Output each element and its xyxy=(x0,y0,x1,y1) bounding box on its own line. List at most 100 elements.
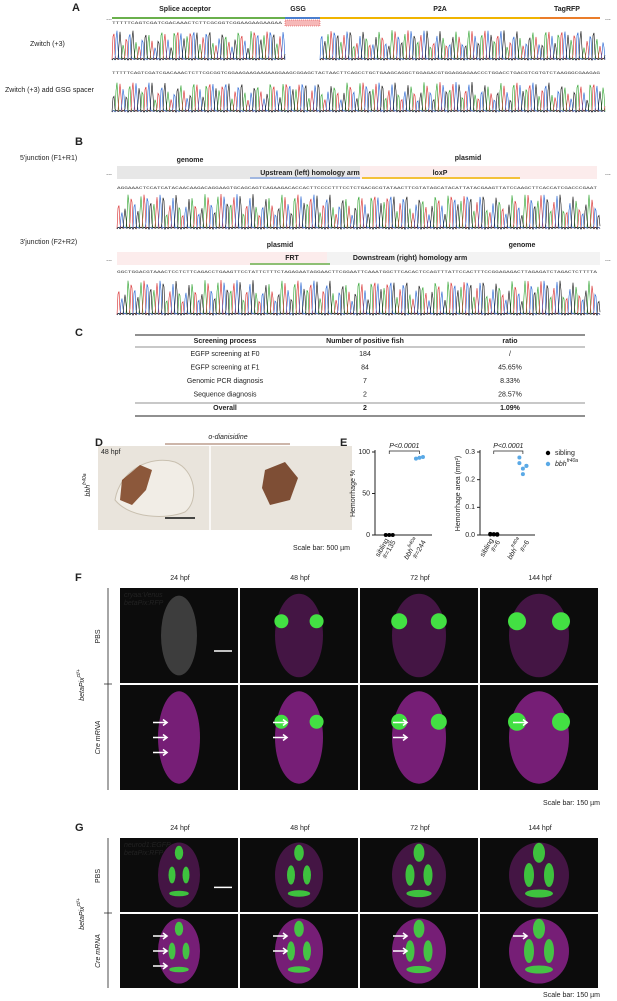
embryo xyxy=(509,593,569,678)
gfp-signal xyxy=(544,939,554,963)
eye-lens xyxy=(430,713,447,730)
row-label: PBS xyxy=(95,869,102,883)
gfp-signal xyxy=(294,844,304,861)
region-label: loxP xyxy=(433,170,448,177)
ellipsis: ... xyxy=(106,15,112,22)
embryo xyxy=(392,842,446,908)
gfp-signal xyxy=(182,866,190,884)
gfp-signal xyxy=(287,865,295,885)
arrow xyxy=(153,733,169,742)
region-band xyxy=(360,166,597,179)
genotype-label: bbhfr40a xyxy=(82,473,92,496)
p-value: P<0.0001 xyxy=(389,443,419,450)
y-tick-label: 50 xyxy=(362,490,370,497)
gfp-signal xyxy=(182,942,190,960)
gfp-signal xyxy=(533,918,545,939)
legend-label-part: sibling xyxy=(555,450,575,457)
gfp-signal xyxy=(544,863,554,887)
genotype-label-sup: fr40a xyxy=(82,473,88,485)
table-cell: Sequence diagnosis xyxy=(193,391,257,398)
sequence: TTTTTCAGTCGATCGACAAACTCTTCGCGGTCGGAAGAAG… xyxy=(112,22,283,26)
gfp-signal xyxy=(287,941,295,961)
legend-label: bbhfr40a xyxy=(555,458,578,468)
gfp-signal xyxy=(174,845,184,860)
ellipsis: ... xyxy=(605,15,611,22)
gsg-highlight xyxy=(284,19,321,27)
gfp-signal xyxy=(169,890,189,897)
genotype-label-sup: ct/+ xyxy=(76,669,82,677)
data-point xyxy=(517,455,522,460)
arrow xyxy=(153,748,169,757)
y-tick-label: 0 xyxy=(366,532,370,539)
arrow xyxy=(273,733,289,742)
row-label: Cre mRNA xyxy=(95,720,102,754)
chromatogram-trace xyxy=(111,30,286,61)
row-label: PBS xyxy=(95,629,102,643)
row-bracket xyxy=(104,588,112,790)
arrow xyxy=(153,962,169,970)
gfp-signal xyxy=(525,965,553,974)
embryo xyxy=(392,691,446,784)
region-label: P2A xyxy=(433,6,447,13)
stain xyxy=(262,462,298,505)
region-label: Downstream (right) homology arm xyxy=(353,255,467,262)
sequence: AGGAAACTCCATCATACAACAAGACAGGAAGTGCAGCAGT… xyxy=(117,187,598,191)
region-label: genome xyxy=(177,157,204,164)
sequence: TTTTTCAGTCGATCGACAAACTCTTCGCGGTCGGAAGAAG… xyxy=(112,72,600,76)
embryo xyxy=(275,842,323,908)
junction-label: 5'junction (F1+R1) xyxy=(20,155,77,162)
table-cell: / xyxy=(509,351,511,358)
region-band xyxy=(117,252,327,265)
embryo xyxy=(158,842,200,908)
table-cell: 2 xyxy=(363,391,367,398)
genotype-label-part: bbh xyxy=(85,485,92,497)
image-panel xyxy=(240,588,358,683)
y-axis-title: Hemorrhage area (mm²) xyxy=(455,456,462,531)
ellipsis: ... xyxy=(605,256,611,263)
gfp-signal xyxy=(405,940,415,962)
data-point xyxy=(420,454,425,459)
table-cell: 84 xyxy=(361,364,369,371)
time-label: 72 hpf xyxy=(410,575,430,582)
table-header: Number of positive fish xyxy=(326,338,404,345)
y-tick-label: 100 xyxy=(358,449,370,456)
ellipsis: ... xyxy=(605,170,611,177)
x-group-label-part: bbh xyxy=(403,547,415,561)
embryo xyxy=(275,918,323,984)
gfp-signal xyxy=(524,939,534,963)
region-band xyxy=(327,252,600,265)
table-cell: 2 xyxy=(363,405,367,412)
arrow xyxy=(273,718,289,727)
chromatogram-trace xyxy=(111,30,286,61)
data-point xyxy=(520,466,525,471)
panel-label: F xyxy=(75,572,82,584)
embryo xyxy=(161,595,197,676)
y-tick-label: 0.1 xyxy=(465,504,475,511)
chromatogram-trace xyxy=(116,280,601,316)
data-point xyxy=(517,461,522,466)
eye-lens xyxy=(430,613,447,630)
gfp-signal xyxy=(406,965,432,974)
region-label: plasmid xyxy=(455,155,481,162)
sequence: GGCTGGACGTAAACTCCTCTTCAGACCTGAAGTTCCTATT… xyxy=(117,271,598,275)
arrow xyxy=(513,932,529,940)
data-point xyxy=(413,456,418,461)
region-label: Upstream (left) homology arm xyxy=(260,170,360,177)
significance-bracket xyxy=(493,450,524,454)
gfp-signal xyxy=(174,921,184,936)
region-label: FRT xyxy=(285,255,299,262)
region-label: plasmid xyxy=(267,242,293,249)
significance-bracket xyxy=(388,450,420,454)
region-label: Splice acceptor xyxy=(159,6,211,13)
data-point xyxy=(491,532,496,537)
gfp-signal xyxy=(168,942,176,960)
eye-lens xyxy=(552,712,570,731)
arrow xyxy=(393,718,409,727)
gfp-signal xyxy=(169,966,189,973)
eye-lens xyxy=(391,613,408,630)
table-cell: 1.09% xyxy=(500,405,521,412)
panel-label: D xyxy=(95,437,103,449)
embryo xyxy=(158,918,200,984)
eye-lens xyxy=(309,714,324,729)
gfp-signal xyxy=(525,889,553,898)
